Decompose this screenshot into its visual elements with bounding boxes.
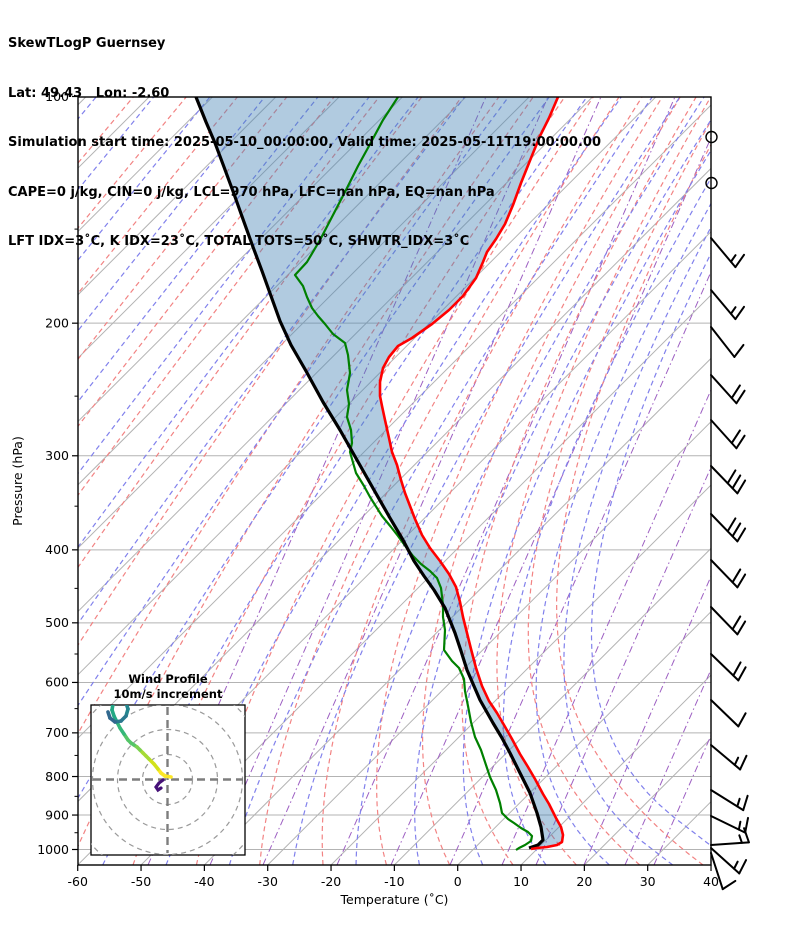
- hodograph-low-level-trace: [154, 778, 165, 793]
- wind-barb-icon: [710, 465, 747, 495]
- calm-wind-icon: [705, 176, 718, 190]
- location-line: Lat: 49.43 Lon: -2.60: [8, 85, 170, 101]
- wind-barbs: [705, 130, 750, 891]
- pressure-tick-label: 400: [45, 542, 69, 557]
- pressure-tick-label: 100: [45, 89, 69, 104]
- wind-barb-icon: [710, 815, 750, 834]
- mixing-ratio-lines: [147, 97, 711, 865]
- cin-shaded-area: [196, 97, 563, 849]
- wind-barb-icon: [710, 827, 750, 846]
- wind-barb-icon: [710, 606, 747, 636]
- pressure-tick-label: 500: [45, 615, 69, 630]
- pressure-axis-label: Pressure (hPa): [10, 436, 25, 526]
- temperature-tick-label: 30: [640, 874, 656, 889]
- wind-barb-icon: [710, 699, 747, 728]
- wind-barb-icon: [710, 326, 745, 358]
- simulation-time-line: Simulation start time: 2025-05-10_00:00:…: [8, 135, 601, 150]
- temperature-tick-label: -50: [131, 874, 151, 889]
- temperature-tick-label: 10: [513, 874, 529, 889]
- pressure-tick-label: 200: [45, 315, 69, 330]
- wind-barb-icon: [710, 789, 749, 812]
- wind-barb-icon: [710, 513, 747, 543]
- wind-barb-icon: [710, 374, 746, 405]
- title-block: SkewTLogP Guernsey Lat: 49.43 Lon: -2.60…: [8, 3, 601, 284]
- wind-barb-icon: [710, 847, 748, 875]
- temperature-tick-label: 40: [703, 874, 719, 889]
- temperature-tick-label: 20: [576, 874, 592, 889]
- wind-barb-icon: [710, 237, 746, 269]
- hodograph-trace-segment: [110, 705, 115, 712]
- isotherm-lines: [78, 97, 711, 865]
- wind-barb-icon: [710, 744, 748, 771]
- pressure-tick-label: 700: [45, 725, 69, 740]
- calm-wind-icon: [705, 130, 718, 144]
- stability-indices-line: LFT IDX=3˚C, K IDX=23˚C, TOTAL TOTS=50˚C…: [8, 234, 470, 249]
- hodograph-subtitle: 10m/s increment: [114, 687, 223, 701]
- pressure-tick-label: 300: [45, 448, 69, 463]
- temperature-tick-label: -40: [194, 874, 214, 889]
- temperature-tick-label: -20: [321, 874, 341, 889]
- wind-barb-icon: [710, 653, 747, 682]
- temperature-tick-label: 0: [454, 874, 462, 889]
- parcel-curve: [194, 97, 545, 850]
- temperature-tick-label: -30: [257, 874, 277, 889]
- wind-barb-icon: [710, 852, 737, 891]
- temperature-tick-label: -60: [68, 874, 88, 889]
- pressure-tick-label: 600: [45, 675, 69, 690]
- wind-barb-icon: [710, 419, 746, 450]
- wind-barb-icon: [710, 559, 747, 589]
- wind-barb-icon: [710, 289, 746, 321]
- hodograph-title: Wind Profile: [128, 672, 208, 686]
- temperature-curve: [378, 97, 565, 851]
- pressure-tick-label: 900: [45, 807, 69, 822]
- pressure-tick-label: 1000: [37, 842, 69, 857]
- pressure-tick-label: 800: [45, 769, 69, 784]
- temperature-tick-label: -10: [384, 874, 404, 889]
- hodograph-trace-segment: [106, 710, 112, 720]
- temperature-axis-label: Temperature (˚C): [340, 892, 449, 907]
- cape-indices-line: CAPE=0 j/kg, CIN=0 j/kg, LCL=970 hPa, LF…: [8, 184, 495, 200]
- page-title: SkewTLogP Guernsey: [8, 36, 166, 51]
